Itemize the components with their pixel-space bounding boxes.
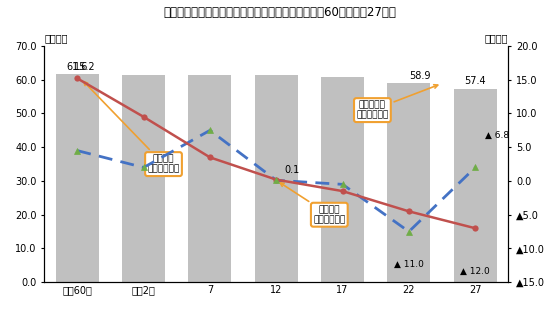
Text: 57.4: 57.4 (464, 77, 486, 86)
Text: 鳥取県人口
（左目盛り）: 鳥取県人口 （左目盛り） (356, 85, 438, 120)
Bar (188, 75, 231, 282)
Text: ▲ 11.0: ▲ 11.0 (394, 260, 424, 269)
Bar (255, 75, 298, 282)
Bar (388, 83, 431, 282)
Bar (321, 78, 364, 282)
Text: 15.2: 15.2 (74, 62, 96, 72)
Bar (454, 89, 497, 282)
Text: 社会増減
（右目盛り）: 社会増減 （右目盛り） (280, 183, 346, 224)
Text: 自然増減
（右目盛り）: 自然増減 （右目盛り） (84, 82, 180, 174)
Text: （千人）: （千人） (485, 33, 508, 44)
Text: （万人）: （万人） (44, 33, 68, 44)
Bar (56, 74, 99, 282)
Text: ▲ 12.0: ▲ 12.0 (460, 267, 490, 276)
Text: ▲ 6.8: ▲ 6.8 (485, 131, 509, 140)
Text: 鳥取県の人口及び自然増減・社会増減の推移（昭和60年～平成27年）: 鳥取県の人口及び自然増減・社会増減の推移（昭和60年～平成27年） (164, 6, 396, 19)
Text: 61.6: 61.6 (67, 62, 88, 72)
Text: 0.1: 0.1 (284, 165, 300, 175)
Bar (122, 75, 165, 282)
Text: 58.9: 58.9 (409, 71, 431, 82)
